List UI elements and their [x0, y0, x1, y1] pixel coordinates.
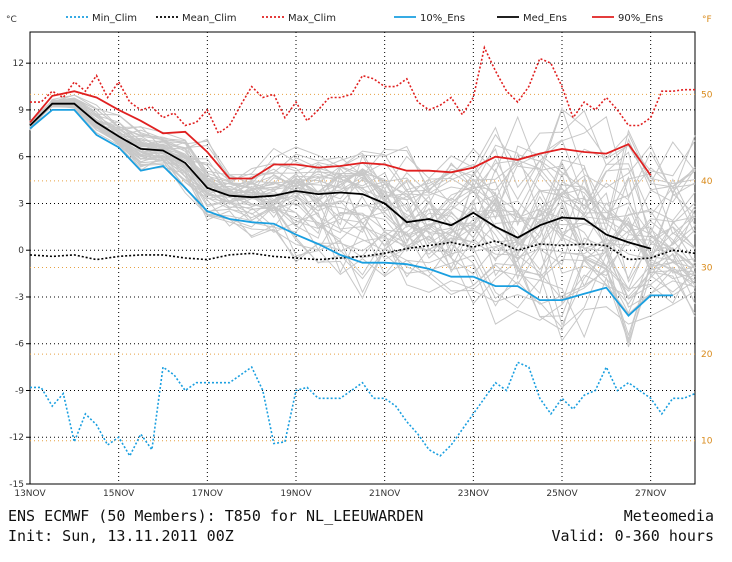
series-max-clim [30, 45, 695, 135]
ensemble-member-line [29, 104, 696, 254]
y-unit-left: °C [6, 15, 17, 25]
series-90pct-ens [29, 90, 652, 180]
series-10pct-ens [29, 109, 673, 318]
legend-label: Max_Clim [288, 13, 336, 24]
x-tick-label: 19NOV [280, 489, 312, 499]
legend: Min_Clim Mean_Clim Max_Clim 10%_Ens Med_Ens 9… [66, 13, 663, 24]
provider-text: Meteomedia [624, 507, 714, 525]
y-tick-label: 3 [18, 199, 24, 209]
y-tick-label: -3 [15, 293, 24, 303]
ensemble-member-line [29, 103, 696, 223]
y-tick-label: 9 [18, 106, 24, 116]
ensemble-member-line [29, 98, 696, 191]
legend-label: 10%_Ens [420, 13, 465, 24]
axis-layer: 13NOV 15NOV 17NOV 19NOV 21NOV 23NOV 25NOV 27NOV… [9, 59, 712, 499]
y-tick-label: 6 [18, 153, 24, 163]
series-med-ens [29, 102, 651, 250]
x-tick-label: 17NOV [192, 489, 224, 499]
f-tick-label: 50 [701, 90, 713, 100]
f-tick-label: 30 [701, 264, 713, 274]
f-tick-label: 20 [701, 350, 713, 360]
legend-label: 90%_Ens [618, 13, 663, 24]
init-text: Init: Sun, 13.11.2011 00Z [8, 527, 234, 545]
x-tick-label: 13NOV [14, 489, 46, 499]
x-tick-label: 23NOV [458, 489, 490, 499]
f-tick-label: 40 [701, 177, 713, 187]
legend-label: Mean_Clim [182, 13, 237, 24]
y-tick-label: 12 [13, 59, 24, 69]
valid-text: Valid: 0-360 hours [551, 527, 714, 545]
legend-label: Min_Clim [92, 13, 137, 24]
ensemble-member-line [29, 100, 696, 235]
y-tick-label: 0 [18, 246, 24, 256]
y-unit-right: °F [702, 15, 712, 25]
y-tick-label: -9 [15, 386, 24, 396]
x-tick-label: 21NOV [369, 489, 401, 499]
y-tick-label: -12 [9, 433, 24, 443]
series-mean-clim [29, 240, 696, 261]
ensemble-member-line [29, 102, 696, 258]
ensemble-member-line [29, 94, 696, 202]
ensemble-member-line [29, 104, 696, 315]
x-tick-label: 25NOV [546, 489, 578, 499]
y-tick-label: -6 [15, 340, 24, 350]
chart-title: ENS ECMWF (50 Members): T850 for NL_LEEU… [8, 507, 423, 525]
x-tick-label: 15NOV [103, 489, 135, 499]
series-min-clim [30, 361, 696, 458]
ensemble-member-line [29, 102, 696, 242]
y-tick-label: -15 [9, 480, 24, 490]
legend-label: Med_Ens [523, 13, 567, 24]
series-layer [29, 45, 696, 458]
ensemble-member-line [29, 106, 696, 344]
ensemble-member-line [29, 104, 696, 315]
ensemble-member-line [29, 105, 696, 348]
x-tick-label: 27NOV [635, 489, 667, 499]
ensemble-member-line [29, 104, 696, 325]
f-tick-label: 10 [701, 437, 713, 447]
ensemble-member-line [29, 103, 696, 305]
ensemble-member-line [29, 99, 696, 244]
